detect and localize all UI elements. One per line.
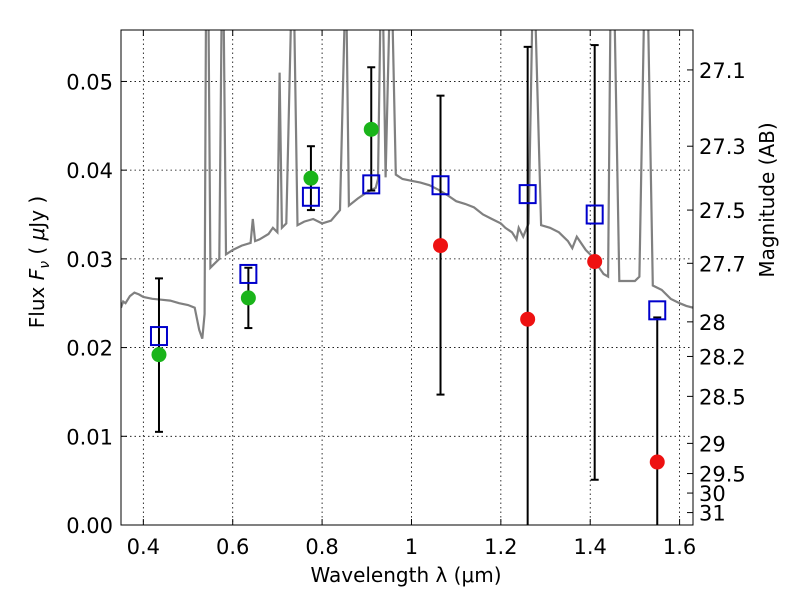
observed-point xyxy=(433,238,449,254)
y-axis-label-unit: Jy ) xyxy=(25,196,49,230)
y-tick-label: 0.03 xyxy=(66,248,113,272)
magnitude-tick-label: 29.5 xyxy=(699,463,746,487)
marker-layer xyxy=(149,121,667,470)
observed-point xyxy=(520,311,536,327)
x-tick-label: 1.4 xyxy=(574,535,607,559)
model-flux-square xyxy=(362,174,381,195)
magnitude-tick-label: 30 xyxy=(699,482,726,506)
model-flux-square xyxy=(431,175,450,196)
errorbar-layer xyxy=(154,44,662,525)
right-axis-label: Magnitude (AB) xyxy=(755,122,779,277)
observed-point xyxy=(587,254,603,270)
model-flux-square xyxy=(648,300,667,321)
detection-point xyxy=(303,170,319,186)
model-spectrum-line xyxy=(121,30,693,340)
tick-label-layer: 0.4 0.6 0.8 1 1.2 1.4 1.6 0.00 0.01 0.02 0.03 0.04 0… xyxy=(66,59,746,559)
magnitude-tick-label: 28.5 xyxy=(699,385,746,409)
y-axis-label-subscript: ν xyxy=(37,261,53,269)
y-axis-label: Flux Fν ( μJy ) xyxy=(25,196,53,328)
tick-layer xyxy=(121,30,693,526)
detection-point xyxy=(151,347,167,363)
magnitude-tick-label: 31 xyxy=(699,502,726,526)
x-tick-label: 1.6 xyxy=(663,535,696,559)
grid-layer xyxy=(121,30,693,525)
y-tick-label: 0.02 xyxy=(66,337,113,361)
observed-point xyxy=(649,454,665,470)
model-flux-square xyxy=(239,263,258,284)
y-tick-label: 0.04 xyxy=(66,159,113,183)
y-tick-label: 0.00 xyxy=(66,514,113,538)
x-tick-label: 0.6 xyxy=(216,535,249,559)
y-tick-label: 0.05 xyxy=(66,70,113,94)
magnitude-tick-label: 28.2 xyxy=(699,345,746,369)
x-tick-label: 1.2 xyxy=(484,535,517,559)
detection-point xyxy=(240,290,256,306)
magnitude-tick-label: 27.5 xyxy=(699,199,746,223)
y-axis-label-symbol: F xyxy=(25,268,49,280)
x-tick-label: 0.4 xyxy=(127,535,160,559)
magnitude-tick-label: 27.7 xyxy=(699,252,746,276)
magnitude-tick-label: 27.3 xyxy=(699,135,746,159)
magnitude-tick-label: 27.1 xyxy=(699,59,746,83)
model-flux-square xyxy=(301,186,320,207)
y-axis-label-mid: ( xyxy=(25,240,49,261)
x-tick-label: 0.8 xyxy=(305,535,338,559)
plot-frame xyxy=(120,29,694,526)
y-axis-label-mu: μ xyxy=(25,228,49,242)
model-flux-square xyxy=(149,326,168,347)
magnitude-tick-label: 29 xyxy=(699,432,726,456)
x-tick-label: 1 xyxy=(405,535,418,559)
detection-point xyxy=(363,121,379,137)
spectrum-layer xyxy=(121,30,693,340)
magnitude-tick-label: 28 xyxy=(699,311,726,335)
y-axis-label-prefix: Flux xyxy=(25,280,49,328)
model-flux-square xyxy=(585,204,604,225)
x-axis-label: Wavelength λ (μm) xyxy=(310,563,501,587)
model-flux-square xyxy=(518,184,537,205)
y-tick-label: 0.01 xyxy=(66,425,113,449)
